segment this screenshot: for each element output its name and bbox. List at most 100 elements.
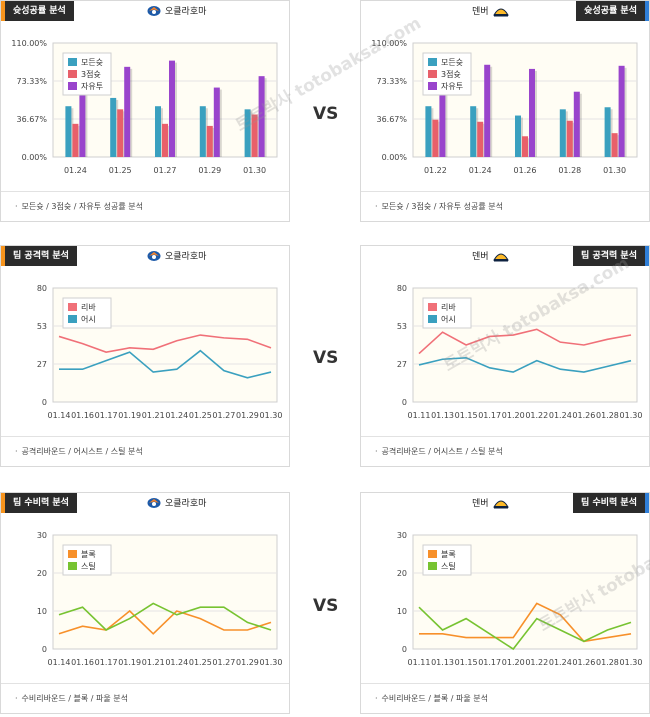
x-tick-label: 01.11 [408, 411, 431, 420]
bar [604, 107, 611, 157]
team-header: 오클라호마 [147, 496, 206, 509]
bar [124, 66, 131, 157]
x-tick-label: 01.29 [236, 411, 259, 420]
x-tick-label: 01.22 [525, 658, 548, 667]
legend-label: 모든슛 [81, 58, 103, 67]
series-line [58, 609, 272, 635]
shooting-chart-left: 0.00% 36.67% 73.33% 110.00% 01.24 01.25 01.27 0… [11, 39, 278, 175]
x-tick-label: 01.29 [198, 166, 221, 175]
section-title: 팀 수비력 분석 [1, 493, 77, 513]
y-tick-label: 30 [397, 531, 407, 540]
y-tick-label: 73.33% [16, 77, 47, 86]
y-tick-label: 110.00% [371, 39, 407, 48]
team-header: 덴버 [472, 496, 509, 509]
x-tick-label: 01.14 [48, 658, 71, 667]
x-tick-label: 01.19 [118, 411, 141, 420]
legend-swatch [68, 315, 77, 323]
x-tick-label: 01.26 [572, 411, 595, 420]
legend-swatch [68, 550, 77, 558]
legend-label: 3점슛 [441, 69, 461, 79]
x-tick-label: 01.13 [431, 658, 454, 667]
bar [110, 97, 117, 157]
team-name: 오클라호마 [165, 7, 207, 17]
legend-swatch [428, 562, 437, 570]
y-tick-label: 80 [397, 284, 407, 293]
series-line [418, 328, 632, 355]
bar [484, 64, 491, 157]
shooting-chart-right: 0.00% 36.67% 73.33% 110.00% 01.22 01.24 01.26 0… [371, 39, 638, 175]
section-title: 팀 공격력 분석 [1, 246, 77, 266]
vs-label: VS [313, 348, 339, 368]
bar [425, 106, 432, 157]
section-footer: 공격리바운드 / 어시스트 / 스틸 분석 [1, 436, 289, 466]
x-tick-label: 01.27 [212, 658, 235, 667]
x-tick-label: 01.28 [558, 166, 581, 175]
legend-label: 스틸 [81, 561, 96, 571]
okc-thunder-logo-icon [147, 250, 161, 262]
x-tick-label: 01.24 [469, 166, 492, 175]
y-tick-label: 0 [402, 398, 407, 407]
shooting-right-panel: 슛성공률 분석 덴버 0.00% 36.67% 73.33% 110.00% 01.22… [360, 0, 650, 222]
y-tick-label: 36.67% [376, 115, 407, 124]
x-tick-label: 01.24 [549, 658, 572, 667]
bar [213, 87, 220, 157]
legend-swatch [428, 58, 437, 66]
x-tick-label: 01.28 [596, 658, 619, 667]
x-tick-label: 01.24 [165, 411, 188, 420]
x-tick-label: 01.29 [236, 658, 259, 667]
x-tick-label: 01.20 [502, 411, 525, 420]
legend-label: 블록 [81, 549, 96, 559]
team-header: 덴버 [472, 4, 509, 17]
y-tick-label: 27 [397, 360, 407, 369]
defense-right-panel: 팀 수비력 분석 덴버 0 10 20 30 01.11 01.13 01.15 01.17 0… [360, 492, 650, 714]
legend-label: 자유투 [81, 82, 103, 91]
team-name: 오클라호마 [165, 252, 207, 262]
bar [65, 106, 72, 157]
x-tick-label: 01.21 [142, 411, 165, 420]
section-footer: 수비리바운드 / 블록 / 파울 분석 [1, 683, 289, 713]
legend-swatch [428, 315, 437, 323]
x-tick-label: 01.24 [549, 411, 572, 420]
y-tick-label: 0 [402, 645, 407, 654]
legend-swatch [68, 562, 77, 570]
x-tick-label: 01.16 [71, 411, 94, 420]
x-tick-label: 01.30 [243, 166, 266, 175]
offense-right-panel: 팀 공격력 분석 덴버 0 27 53 80 01.11 01.13 01.15 01.17 0… [360, 245, 650, 467]
x-tick-label: 01.30 [620, 658, 643, 667]
legend-label: 어시 [441, 314, 456, 324]
x-tick-label: 01.13 [431, 411, 454, 420]
legend-label: 어시 [81, 314, 96, 324]
legend-label: 3점슛 [81, 69, 101, 79]
y-tick-label: 0 [42, 398, 47, 407]
bar [432, 119, 439, 157]
y-tick-label: 73.33% [376, 77, 407, 86]
x-tick-label: 01.17 [478, 658, 501, 667]
legend-label: 리바 [81, 302, 96, 312]
x-tick-label: 01.19 [118, 658, 141, 667]
denver-nuggets-logo-icon [492, 497, 509, 509]
team-name: 덴버 [472, 7, 489, 17]
y-tick-label: 27 [37, 360, 47, 369]
bar [244, 109, 251, 157]
legend-swatch [68, 58, 77, 66]
x-tick-label: 01.21 [142, 658, 165, 667]
vs-label: VS [313, 104, 339, 124]
bar [199, 106, 206, 157]
legend-label: 리바 [441, 302, 456, 312]
team-header: 오클라호마 [147, 249, 206, 262]
x-tick-label: 01.25 [189, 658, 212, 667]
denver-nuggets-logo-icon [492, 5, 509, 17]
x-tick-label: 01.28 [596, 411, 619, 420]
y-tick-label: 0 [42, 645, 47, 654]
bar [162, 123, 168, 157]
legend-label: 스틸 [441, 561, 456, 571]
x-tick-label: 01.26 [514, 166, 537, 175]
okc-thunder-logo-icon [147, 497, 161, 509]
x-tick-label: 01.22 [424, 166, 447, 175]
team-header: 오클라호마 [147, 4, 206, 17]
team-name: 덴버 [472, 499, 489, 509]
x-tick-label: 01.17 [95, 658, 118, 667]
x-tick-label: 01.25 [109, 166, 132, 175]
